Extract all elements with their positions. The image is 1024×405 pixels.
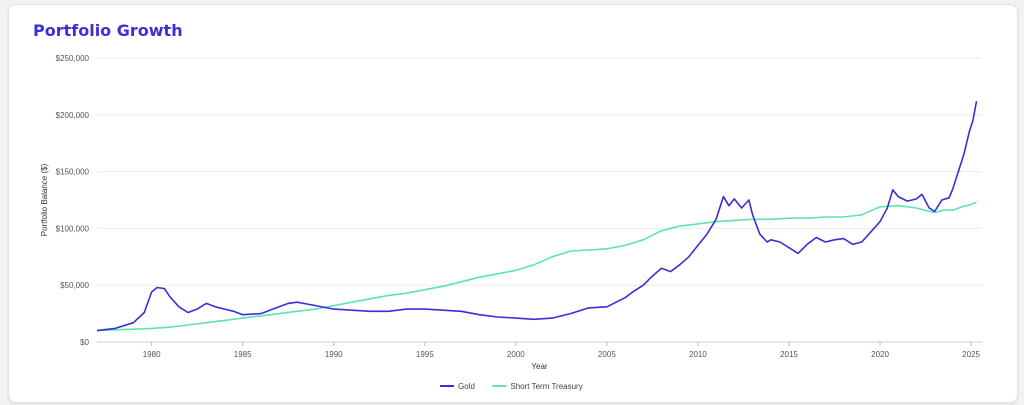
x-tick-label: 1990 [325,350,343,359]
series-line-gold [96,101,978,332]
legend: Gold Short Term Treasury [440,382,583,391]
x-tick-label: 2000 [507,350,525,359]
legend-label-short-term-treasury: Short Term Treasury [510,382,582,391]
x-tick-label: 1995 [416,350,434,359]
chart-card: Portfolio Growth [8,4,1018,403]
x-axis-ticks: 1980 1985 1990 1995 2000 2005 2010 2015 2020 2025 [143,350,981,359]
chart-title: Portfolio Growth [33,21,183,40]
x-tick-label: 2020 [871,350,889,359]
series-line-short-term-treasury [96,201,977,332]
y-tick-label: $0 [80,338,89,347]
y-axis-label: Portfolio Balance ($) [40,163,49,236]
x-tick-label: 2025 [962,350,980,359]
x-tick-label: 2005 [598,350,616,359]
y-tick-label: $200,000 [56,111,90,120]
legend-label-gold: Gold [458,382,475,391]
y-tick-label: $250,000 [56,54,90,63]
grid-lines [97,57,982,346]
y-tick-label: $100,000 [56,224,90,233]
x-tick-label: 1985 [234,350,252,359]
series-lines [96,101,978,332]
y-tick-label: $150,000 [56,168,90,177]
x-tick-label: 2010 [689,350,707,359]
x-tick-label: 2015 [780,350,798,359]
x-axis-label: Year [531,362,548,371]
y-tick-label: $50,000 [60,281,89,290]
y-axis-ticks: $0 $50,000 $100,000 $150,000 $200,000 $250,00… [56,54,90,347]
x-tick-label: 1980 [143,350,161,359]
